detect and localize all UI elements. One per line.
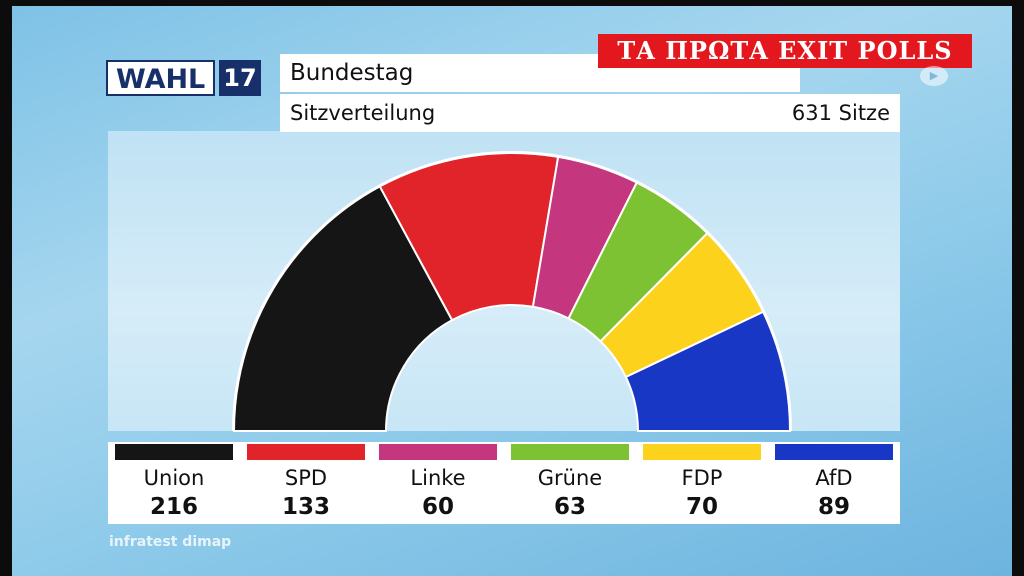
subtitle-bar: Sitzverteilung 631 Sitze bbox=[280, 94, 900, 132]
legend-item-fdp: FDP 70 bbox=[636, 442, 768, 524]
legend-party-name: Linke bbox=[410, 466, 466, 490]
legend-seat-count: 70 bbox=[685, 494, 718, 520]
legend-seat-count: 216 bbox=[149, 494, 198, 520]
legend-party-name: Union bbox=[143, 466, 205, 490]
legend-swatch bbox=[643, 444, 761, 460]
legend-swatch bbox=[115, 444, 233, 460]
legend-seat-count: 89 bbox=[817, 494, 850, 520]
subtitle: Sitzverteilung bbox=[290, 101, 436, 125]
seat-distribution-chart bbox=[232, 151, 792, 432]
logo-number: 17 bbox=[219, 60, 261, 96]
legend-item-spd: SPD 133 bbox=[240, 442, 372, 524]
source-credit: infratest dimap bbox=[109, 534, 232, 550]
legend: Union 216 SPD 133 Linke 60 Grüne 63 FDP … bbox=[108, 442, 900, 524]
wahl-logo: WAHL 17 bbox=[106, 60, 261, 96]
legend-item-union: Union 216 bbox=[108, 442, 240, 524]
legend-party-name: SPD bbox=[284, 466, 328, 490]
legend-swatch bbox=[775, 444, 893, 460]
legend-item-afd: AfD 89 bbox=[768, 442, 900, 524]
legend-seat-count: 60 bbox=[421, 494, 454, 520]
legend-item-linke: Linke 60 bbox=[372, 442, 504, 524]
legend-swatch bbox=[247, 444, 365, 460]
legend-swatch bbox=[511, 444, 629, 460]
legend-item-gruene: Grüne 63 bbox=[504, 442, 636, 524]
seat-segment-union bbox=[232, 185, 454, 432]
seat-segment-spd bbox=[378, 152, 560, 322]
tv-screen: WAHL 17 Bundestag Sitzverteilung 631 Sit… bbox=[12, 6, 1012, 576]
legend-seat-count: 133 bbox=[281, 494, 330, 520]
legend-party-name: AfD bbox=[815, 466, 853, 490]
channel-logo-icon: ▶ bbox=[920, 66, 948, 86]
exit-polls-banner: ΤΑ ΠΡΩΤΑ EXIT POLLS bbox=[598, 34, 972, 68]
legend-party-name: Grüne bbox=[537, 466, 603, 490]
title-box: Bundestag Sitzverteilung 631 Sitze bbox=[280, 54, 900, 132]
logo-word: WAHL bbox=[106, 60, 216, 96]
legend-swatch bbox=[379, 444, 497, 460]
legend-seat-count: 63 bbox=[553, 494, 586, 520]
total-seats: 631 Sitze bbox=[791, 101, 890, 125]
legend-party-name: FDP bbox=[681, 466, 723, 490]
chart-outer-rim bbox=[232, 151, 792, 432]
